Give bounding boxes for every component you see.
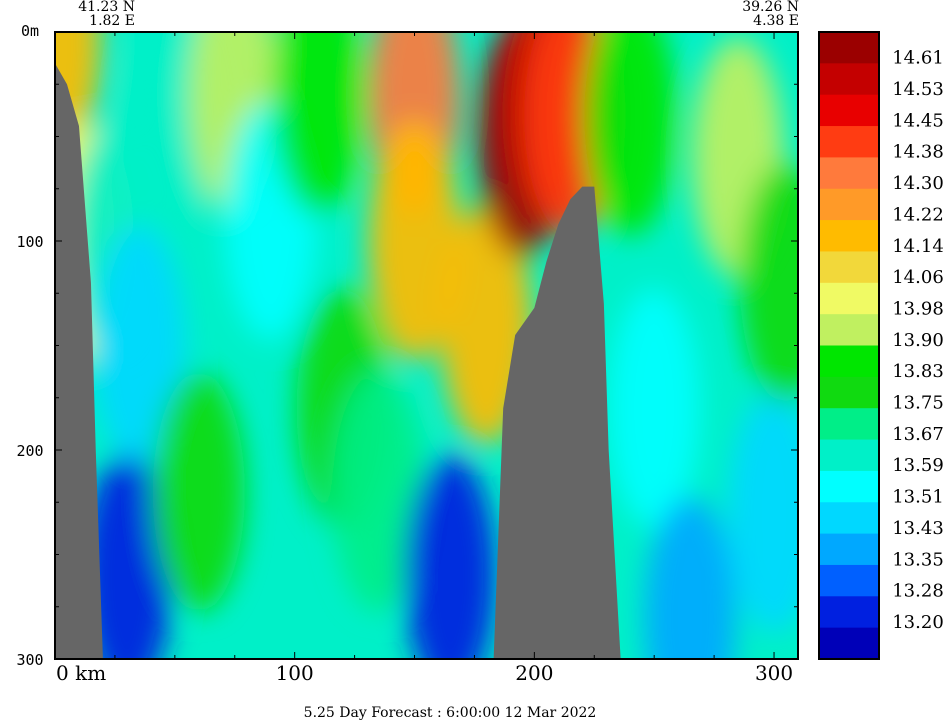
y-axis: 0m 100 200 300	[16, 22, 798, 669]
colorbar-swatch-7	[819, 251, 879, 284]
colorbar-swatch-8	[819, 282, 879, 315]
colorbar-swatch-15	[819, 502, 879, 535]
start-lat-label: 41.23 N	[78, 0, 135, 15]
colorbar-label-17: 13.28	[892, 581, 944, 602]
colorbar-swatch-14	[819, 470, 879, 503]
colorbar-swatch-0	[819, 32, 879, 64]
colorbar-swatch-3	[819, 126, 879, 158]
colorbar-label-14: 13.51	[892, 487, 944, 508]
temperature-field	[55, 32, 798, 659]
temperature-feature-19	[584, 32, 677, 236]
temperature-feature-4	[80, 455, 173, 659]
colorbar-label-13: 13.59	[892, 455, 944, 476]
colorbar-swatch-16	[819, 533, 879, 566]
colorbar-label-7: 14.06	[892, 267, 944, 288]
start-lon-label: 1.82 E	[89, 13, 135, 29]
temperature-feature-14	[404, 455, 497, 659]
x-tick-label-2: 200	[515, 661, 553, 685]
temperature-feature-6	[152, 371, 245, 612]
end-lon-label: 4.38 E	[753, 13, 799, 29]
y-tick-label-0: 0m	[21, 22, 39, 40]
forecast-caption: 5.25 Day Forecast : 6:00:00 12 Mar 2022	[304, 705, 597, 721]
colorbar-label-2: 14.45	[892, 110, 944, 131]
colorbar: 14.61 14.53 14.45 14.38 14.30 14.22 14.14 14.06…	[818, 31, 944, 660]
colorbar-swatch-18	[819, 596, 879, 629]
y-tick-label-2: 200	[16, 442, 43, 460]
colorbar-label-15: 13.43	[892, 518, 944, 539]
colorbar-swatch-10	[819, 345, 879, 378]
colorbar-swatch-12	[819, 408, 879, 441]
colorbar-label-4: 14.30	[892, 173, 944, 194]
temperature-feature-11	[332, 371, 425, 612]
seafloor-bathymetry	[55, 63, 621, 659]
temperature-feature-3	[92, 225, 185, 466]
colorbar-swatch-13	[819, 439, 879, 472]
temperature-feature-23	[728, 392, 798, 633]
colorbar-swatch-1	[819, 63, 879, 96]
colorbar-swatch-4	[819, 157, 879, 190]
colorbar-label-0: 14.61	[892, 48, 944, 69]
colorbar-label-12: 13.67	[892, 424, 944, 445]
colorbar-label-3: 14.38	[892, 142, 944, 163]
colorbar-label-5: 14.22	[892, 204, 944, 225]
colorbar-swatch-6	[819, 220, 879, 252]
temperature-feature-24	[740, 162, 798, 403]
temperature-feature-21	[644, 497, 737, 659]
y-tick-label-1: 100	[16, 233, 43, 251]
colorbar-label-6: 14.14	[892, 236, 944, 257]
colorbar-swatch-2	[819, 94, 879, 127]
y-tick-label-3: 300	[16, 651, 43, 669]
colorbar-label-11: 13.75	[892, 393, 944, 414]
x-tick-label-1: 100	[276, 661, 314, 685]
colorbar-label-18: 13.20	[892, 612, 944, 633]
end-lat-label: 39.26 N	[742, 0, 799, 15]
colorbar-label-10: 13.83	[892, 361, 944, 382]
colorbar-swatch-19	[819, 627, 879, 660]
colorbar-swatch-9	[819, 314, 879, 346]
x-axis: 0 km 100 200 300	[54, 32, 793, 685]
temperature-feature-9	[272, 32, 365, 215]
colorbar-label-9: 13.90	[892, 330, 944, 351]
colorbar-swatch-5	[819, 188, 879, 221]
colorbar-swatch-17	[819, 564, 879, 597]
colorbar-swatch-11	[819, 376, 879, 409]
temperature-feature-13	[368, 121, 461, 361]
colorbar-label-16: 13.35	[892, 549, 944, 570]
x-tick-label-3: 300	[755, 661, 793, 685]
colorbar-frame	[818, 31, 880, 660]
temperature-feature-20	[608, 288, 701, 529]
colorbar-label-1: 14.53	[892, 79, 944, 100]
colorbar-label-8: 13.98	[892, 298, 944, 319]
x-tick-label-0: 0 km	[56, 661, 106, 685]
